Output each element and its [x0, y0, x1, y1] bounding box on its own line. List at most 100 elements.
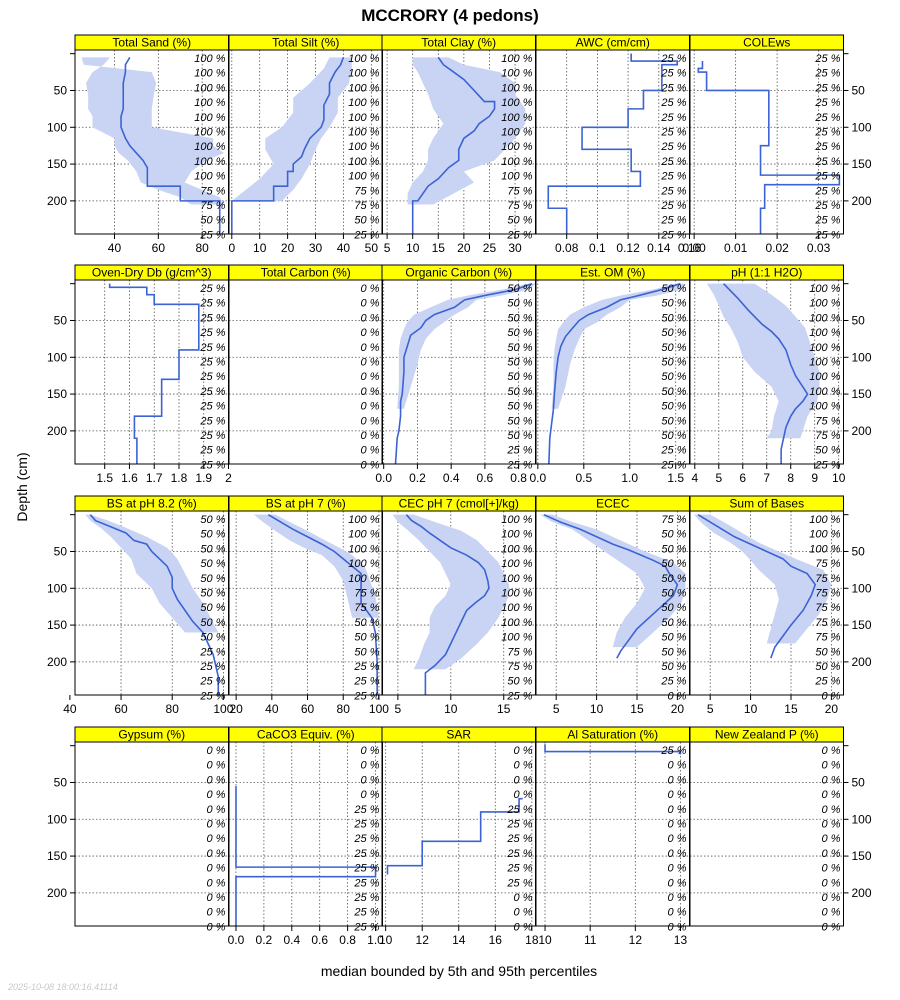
x-tick-label: 0.8 — [339, 933, 356, 947]
x-tick-label: 0.0 — [529, 471, 546, 485]
y-tick-label: 50 — [852, 775, 866, 789]
percent-label: 50 % — [661, 588, 686, 600]
percent-label: 50 % — [661, 602, 686, 614]
x-tick-label: 1.7 — [146, 471, 163, 485]
percent-label: 100 % — [501, 141, 532, 153]
percent-label: 0 % — [361, 371, 380, 383]
percent-label: 25 % — [814, 215, 840, 227]
panel-14: ECEC 75 % 50 % 50 % 50 % 50 % 50 % 50 % 50 % 50 %… — [535, 495, 690, 716]
percent-label: 50 % — [200, 514, 225, 526]
x-tick-label: 12 — [416, 933, 430, 947]
panel-17: CaCO3 Equiv. (%) 0 % 0 % 0 % 0 % 25 % 25 % 25 %… — [228, 726, 384, 947]
percent-label: 0 % — [822, 819, 841, 831]
percent-label: 0 % — [361, 745, 380, 757]
percent-label: 0 % — [514, 745, 533, 757]
percent-label: 0 % — [207, 745, 226, 757]
median-line — [235, 786, 377, 926]
percent-label: 25 % — [814, 200, 840, 212]
percent-label: 100 % — [809, 514, 840, 526]
panel-18: SAR 0 % 0 % 0 % 0 % 25 % 25 % 25 % 25 % 25 % 25 % 0… — [379, 726, 539, 947]
percent-label: 0 % — [668, 833, 687, 845]
percent-label: 75 % — [354, 200, 379, 212]
percent-label: 0 % — [668, 907, 687, 919]
percent-label: 100 % — [809, 543, 840, 555]
panel-5: COLEws 25 % 25 % 25 % 25 % 25 % 25 % 25 % 25 % 25… — [682, 34, 872, 255]
percent-label: 0 % — [668, 789, 687, 801]
x-tick-label: 0 — [228, 241, 235, 255]
x-tick-label: 11 — [584, 933, 597, 947]
percent-label: 0 % — [207, 892, 226, 904]
percent-label: 50 % — [354, 646, 379, 658]
percent-label: 50 % — [354, 215, 379, 227]
panel-title: COLEws — [743, 36, 790, 50]
percent-label: 50 % — [200, 215, 225, 227]
percent-label: 25 % — [660, 53, 686, 65]
percent-label: 75 % — [200, 200, 225, 212]
percent-label: 0 % — [361, 430, 380, 442]
percent-label: 25 % — [199, 357, 225, 369]
percent-label: 75 % — [354, 588, 379, 600]
panel-title: BS at pH 8.2 (%) — [107, 497, 197, 511]
percent-label: 100 % — [194, 127, 225, 139]
x-tick-label: 5 — [707, 702, 714, 716]
panel-title: CEC pH 7 (cmol[+]/kg) — [399, 497, 519, 511]
percent-label: 0 % — [822, 789, 841, 801]
median-line — [543, 513, 679, 659]
percent-label: 25 % — [199, 371, 225, 383]
x-tick-label: 5 — [384, 241, 391, 255]
x-tick-label: 40 — [63, 702, 77, 716]
percent-label: 0 % — [361, 459, 380, 471]
percent-label: 25 % — [506, 804, 532, 816]
y-tick-label: 50 — [54, 544, 68, 558]
percent-label: 25 % — [506, 445, 532, 457]
panel-frame — [535, 741, 690, 927]
percent-label: 25 % — [660, 445, 686, 457]
percent-label: 25 % — [199, 676, 225, 688]
median-line — [697, 61, 841, 234]
percent-label: 25 % — [506, 863, 532, 875]
percent-label: 75 % — [507, 646, 532, 658]
y-tick-label: 200 — [852, 194, 872, 208]
percentile-band — [392, 514, 510, 670]
y-tick-label: 50 — [852, 544, 866, 558]
x-tick-label: 1.0 — [367, 933, 384, 947]
percent-label: 25 % — [660, 141, 686, 153]
percent-label: 0 % — [514, 760, 533, 772]
percent-label: 25 % — [506, 229, 532, 241]
percent-label: 25 % — [353, 863, 379, 875]
x-tick-label: 0.4 — [283, 933, 300, 947]
percent-label: 75 % — [815, 415, 840, 427]
percent-label: 25 % — [814, 229, 840, 241]
percent-label: 0 % — [207, 760, 226, 772]
percent-label: 100 % — [501, 82, 532, 94]
percent-label: 50 % — [507, 327, 532, 339]
x-tick-label: 13 — [674, 933, 688, 947]
percent-label: 0 % — [207, 848, 226, 860]
y-tick-label: 50 — [54, 775, 68, 789]
x-tick-label: 8 — [787, 471, 794, 485]
percent-label: 25 % — [353, 229, 379, 241]
percent-label: 25 % — [660, 112, 686, 124]
x-tick-label: 0.6 — [477, 471, 494, 485]
panel-11: BS at pH 8.2 (%)50 %50 %50 %50 %50 %50 %… — [47, 495, 234, 716]
y-tick-label: 50 — [54, 313, 68, 327]
y-tick-label: 150 — [47, 849, 67, 863]
percent-label: 50 % — [200, 529, 225, 541]
y-tick-label: 100 — [47, 350, 67, 364]
x-tick-label: 10 — [744, 702, 758, 716]
percent-label: 0 % — [822, 921, 841, 933]
percent-label: 0 % — [361, 789, 380, 801]
x-tick-label: 100 — [369, 702, 389, 716]
y-tick-label: 100 — [47, 120, 67, 134]
percent-label: 50 % — [507, 342, 532, 354]
percent-label: 50 % — [507, 415, 532, 427]
x-tick-label: 20 — [457, 241, 471, 255]
percent-label: 0 % — [361, 774, 380, 786]
x-tick-label: 0.02 — [765, 241, 789, 255]
percent-label: 100 % — [194, 53, 225, 65]
percent-label: 100 % — [809, 283, 840, 295]
x-tick-label: 40 — [265, 702, 279, 716]
percent-label: 25 % — [660, 127, 686, 139]
percent-label: 25 % — [506, 877, 532, 889]
y-tick-label: 150 — [852, 618, 872, 632]
